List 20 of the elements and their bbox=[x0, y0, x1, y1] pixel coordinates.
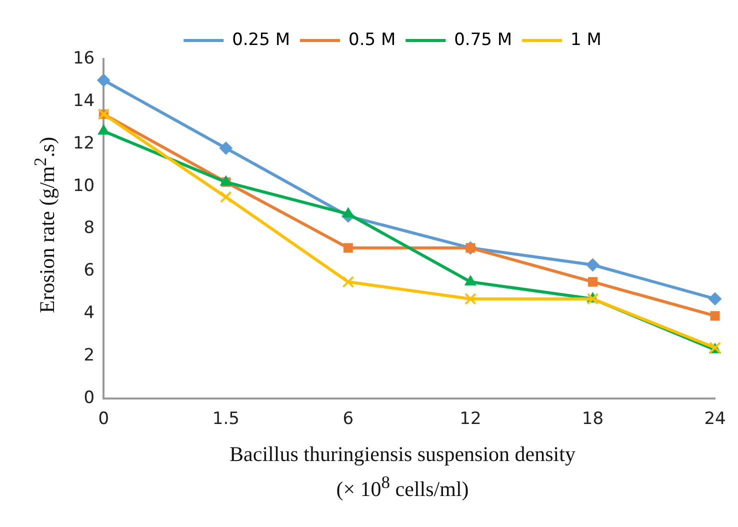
y-tick-label: 12 bbox=[72, 133, 95, 154]
legend-label: 0.5 M bbox=[348, 30, 396, 50]
x-tick-label: 1.5 bbox=[212, 409, 240, 430]
y-tick-label: 2 bbox=[84, 346, 95, 366]
x-axis-title: Bacillus thuringiensis suspension density (× 10$^{8}$ cells/ml) bbox=[228, 441, 576, 503]
x-tick-label: 24 bbox=[704, 409, 726, 430]
x-tick-label: 18 bbox=[582, 409, 604, 430]
y-tick-label: 16 bbox=[72, 48, 95, 68]
legend-label: 1 M bbox=[570, 30, 602, 50]
y-tick-label: 0 bbox=[84, 388, 95, 408]
x-tick-label: 6 bbox=[342, 409, 354, 430]
y-tick-label: 6 bbox=[84, 260, 95, 281]
x-tick-label: 0 bbox=[98, 409, 110, 430]
legend-label: 0.75 M bbox=[454, 30, 512, 50]
y-tick-label: 8 bbox=[84, 218, 95, 238]
legend-label: 0.25 M bbox=[232, 30, 290, 50]
x-tick-label: 12 bbox=[460, 409, 482, 430]
y-tick-label: 10 bbox=[72, 176, 95, 196]
y-tick-label: 4 bbox=[84, 303, 95, 324]
y-tick-label: 14 bbox=[72, 90, 95, 111]
